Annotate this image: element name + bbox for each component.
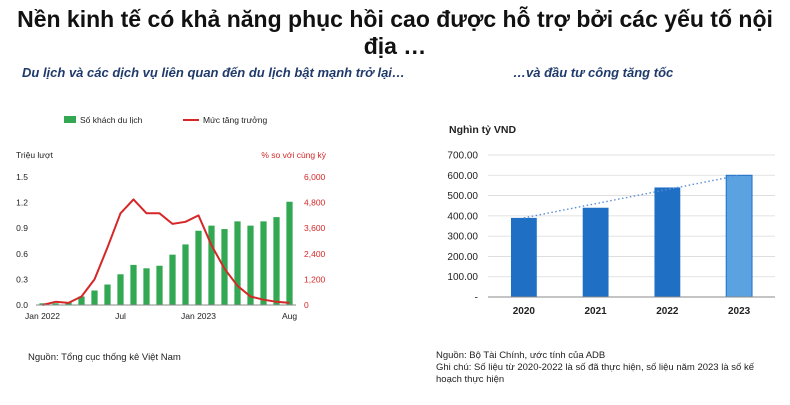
tourist-bar — [195, 230, 202, 305]
x-tick-label: Jan 2023 — [181, 311, 216, 321]
right-y-tick-label: 2,400 — [304, 249, 326, 259]
left-chart-subtitle: Du lịch và các dịch vụ liên quan đến du … — [22, 65, 405, 80]
tourist-bar — [78, 296, 85, 305]
right-chart-subtitle: …và đầu tư công tăng tốc — [513, 65, 674, 80]
tourist-bar — [234, 221, 241, 305]
y-tick-label: 700.00 — [447, 151, 478, 162]
investment-bar — [725, 174, 753, 298]
right-y-tick-label: 4,800 — [304, 198, 326, 208]
right-footnote: Ghi chú: Số liệu từ 2020-2022 là số đã t… — [436, 362, 754, 385]
trend-line — [523, 174, 740, 219]
y-tick-label: - — [475, 293, 478, 304]
y-tick-label: 400.00 — [447, 211, 478, 222]
investment-bar — [654, 187, 681, 297]
left-y-tick-label: 1.5 — [16, 172, 28, 182]
tourist-bar — [130, 264, 137, 305]
tourist-bar — [169, 254, 176, 305]
tourist-bar — [273, 217, 280, 305]
tourism-combo-chart: Số khách du lịch Mức tăng trưởng Triệu lượ… — [16, 115, 327, 321]
x-category-label: 2023 — [728, 306, 751, 317]
tourist-bar — [104, 284, 111, 305]
tourist-bar — [182, 244, 189, 305]
growth-line — [42, 198, 290, 306]
left-axis-title: Triệu lượt — [16, 150, 54, 160]
x-category-label: 2022 — [656, 306, 679, 317]
tourist-bar — [208, 225, 215, 305]
x-category-label: 2021 — [585, 306, 608, 317]
left-y-tick-label: 0.9 — [16, 223, 28, 233]
tourist-bar — [260, 221, 267, 305]
tourist-bar — [247, 225, 254, 305]
tourist-bar — [156, 265, 163, 305]
left-y-tick-label: 1.2 — [16, 198, 28, 208]
y-tick-label: 200.00 — [447, 252, 478, 263]
y-tick-label: 500.00 — [447, 191, 478, 202]
legend-label-growth: Mức tăng trưởng — [203, 115, 267, 125]
tourist-bar — [286, 201, 293, 305]
right-y-tick-label: 3,600 — [304, 223, 326, 233]
tourist-bar — [91, 290, 98, 305]
x-tick-label: Jan 2022 — [25, 311, 60, 321]
right-source-block: Nguồn: Bộ Tài Chính, ước tính của ADB Gh… — [436, 350, 781, 386]
x-category-label: 2020 — [513, 306, 536, 317]
y-tick-label: 600.00 — [447, 171, 478, 182]
y-tick-label: 300.00 — [447, 232, 478, 243]
investment-bar — [510, 217, 537, 297]
x-tick-label: Jul — [115, 311, 126, 321]
left-y-tick-label: 0.3 — [16, 274, 28, 284]
tourist-bar — [52, 303, 59, 305]
right-axis-title: % so với cùng kỳ — [261, 150, 326, 160]
x-tick-label: Aug — [282, 311, 297, 321]
right-y-tick-label: 1,200 — [304, 274, 326, 284]
right-y-tick-label: 0 — [304, 300, 309, 310]
tourist-bar — [117, 274, 124, 305]
investment-bar — [582, 207, 609, 297]
right-source-note: Nguồn: Bộ Tài Chính, ước tính của ADB — [436, 350, 606, 361]
axis-title: Nghìn tỷ VND — [449, 124, 516, 136]
y-tick-label: 100.00 — [447, 272, 478, 283]
tourist-bar — [143, 268, 150, 305]
left-y-tick-label: 0.6 — [16, 249, 28, 259]
right-y-tick-label: 6,000 — [304, 172, 326, 182]
left-y-tick-label: 0.0 — [16, 300, 28, 310]
legend-swatch-tourists — [64, 116, 76, 123]
legend-label-tourists: Số khách du lịch — [80, 115, 143, 125]
left-source-note: Nguồn: Tổng cục thống kê Việt Nam — [28, 352, 181, 363]
public-investment-bar-chart: Nghìn tỷ VND - 100.00 200.00 300.00 400.00 500… — [447, 124, 775, 317]
page-title: Nền kinh tế có khả năng phục hồi cao đượ… — [17, 6, 773, 59]
